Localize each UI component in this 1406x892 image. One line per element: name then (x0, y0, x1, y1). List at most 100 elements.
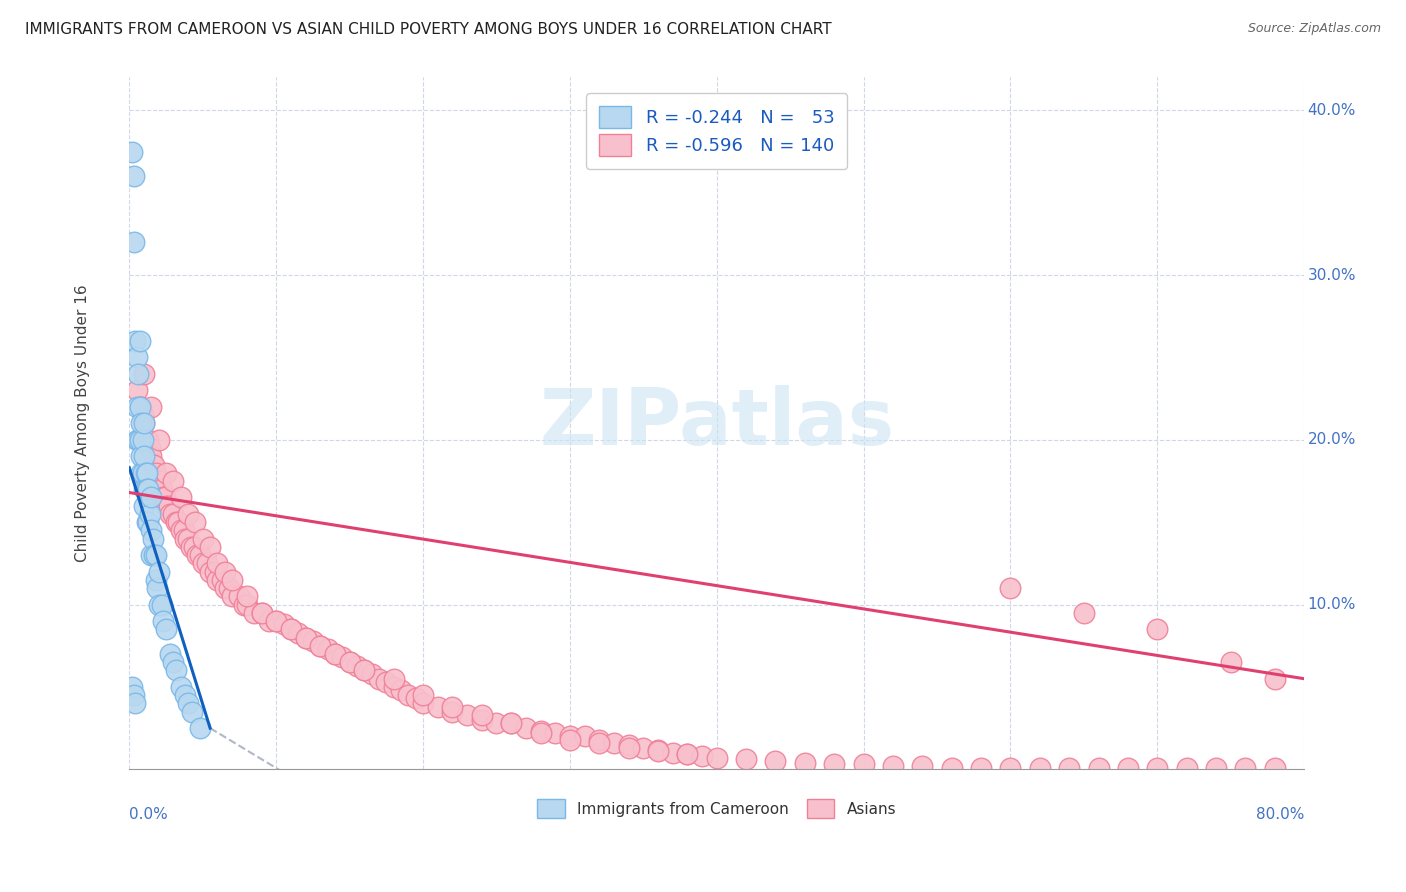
Point (633, 740, 655, 755)
Point (793, 756, 815, 770)
Point (191, 557, 214, 571)
Point (264, 614, 287, 628)
Point (558, 730, 581, 744)
Point (181, 705, 204, 719)
Point (515, 721, 537, 735)
Point (132, 417, 155, 431)
Point (456, 708, 478, 723)
Point (309, 639, 332, 653)
Point (132, 483, 155, 497)
Point (735, 752, 758, 766)
Point (177, 697, 200, 711)
Point (129, 450, 152, 464)
Point (823, 757, 845, 772)
Point (170, 680, 193, 694)
Point (1029, 761, 1052, 775)
Point (121, 680, 143, 694)
Point (211, 573, 233, 587)
Point (128, 400, 150, 414)
Point (204, 565, 226, 579)
Point (941, 761, 963, 775)
Point (617, 740, 640, 755)
Point (152, 614, 174, 628)
Point (236, 590, 259, 604)
Point (128, 334, 150, 348)
Point (129, 417, 152, 431)
Point (122, 235, 145, 249)
Point (122, 688, 145, 702)
Point (177, 532, 200, 546)
Point (145, 573, 167, 587)
Point (501, 716, 523, 731)
Point (145, 466, 167, 480)
Point (1073, 606, 1095, 620)
Point (257, 614, 280, 628)
Point (136, 433, 159, 447)
Point (471, 713, 494, 727)
Point (191, 532, 214, 546)
Point (353, 664, 375, 678)
Point (207, 573, 229, 587)
Point (214, 565, 236, 579)
Point (128, 433, 150, 447)
Point (125, 384, 148, 398)
Point (148, 474, 170, 488)
Point (264, 614, 287, 628)
Point (273, 617, 295, 632)
Point (485, 716, 508, 731)
Point (617, 738, 640, 752)
Point (441, 699, 464, 714)
Point (426, 699, 449, 714)
Point (765, 754, 787, 768)
Point (690, 749, 713, 764)
Point (706, 751, 728, 765)
Point (1116, 761, 1139, 775)
Point (166, 515, 188, 529)
Point (184, 515, 207, 529)
Point (544, 726, 567, 740)
Point (353, 664, 375, 678)
Point (1234, 761, 1257, 775)
Text: Child Poverty Among Boys Under 16: Child Poverty Among Boys Under 16 (75, 285, 90, 562)
Point (129, 466, 152, 480)
Point (155, 499, 177, 513)
Point (441, 705, 464, 719)
Point (183, 540, 205, 554)
Point (236, 598, 259, 612)
Point (127, 433, 149, 447)
Point (195, 557, 218, 571)
Point (165, 664, 187, 678)
Text: IMMIGRANTS FROM CAMEROON VS ASIAN CHILD POVERTY AMONG BOYS UNDER 16 CORRELATION : IMMIGRANTS FROM CAMEROON VS ASIAN CHILD … (25, 22, 832, 37)
Point (405, 691, 427, 706)
Point (294, 631, 316, 645)
Point (852, 757, 875, 772)
Point (603, 736, 626, 750)
Point (396, 688, 419, 702)
Point (382, 672, 405, 686)
Point (127, 367, 149, 381)
Point (134, 483, 156, 497)
Point (141, 524, 163, 538)
Text: 80.0%: 80.0% (1256, 807, 1305, 822)
Text: 10.0%: 10.0% (1308, 597, 1355, 612)
Point (142, 458, 165, 472)
Point (145, 548, 167, 562)
Legend: Immigrants from Cameroon, Asians: Immigrants from Cameroon, Asians (531, 793, 903, 824)
Point (132, 450, 155, 464)
Point (647, 744, 669, 758)
Point (471, 708, 494, 723)
Point (250, 606, 273, 620)
Point (339, 655, 361, 669)
Point (141, 548, 163, 562)
Point (1000, 581, 1022, 595)
Point (574, 730, 596, 744)
Point (882, 759, 904, 773)
Point (661, 746, 683, 760)
Point (221, 590, 243, 604)
Point (280, 622, 302, 636)
Point (170, 491, 193, 505)
Point (132, 417, 155, 431)
Point (218, 581, 240, 595)
Point (124, 334, 146, 348)
Point (558, 732, 581, 747)
